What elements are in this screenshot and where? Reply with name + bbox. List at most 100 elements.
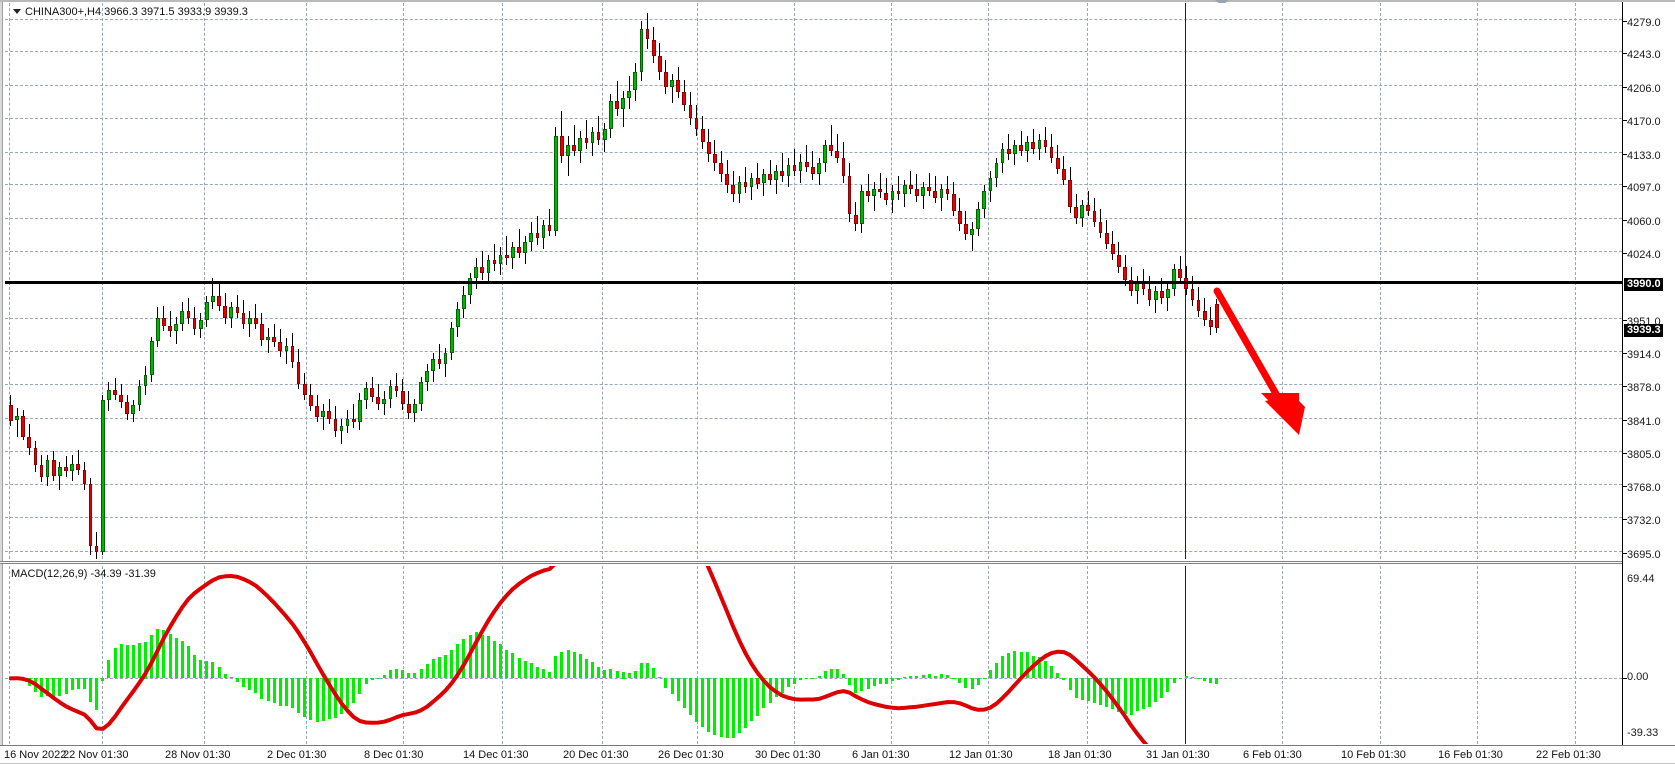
candle-wick: [163, 305, 165, 332]
macd-histogram-bar: [603, 670, 607, 679]
macd-histogram-bar: [180, 640, 184, 679]
grid-line-horizontal: [5, 51, 1622, 53]
time-axis[interactable]: 16 Nov 2022 22 Nov 01:30 28 Nov 01:30 2 Dec…: [0, 745, 1675, 764]
candle-bullish: [1153, 291, 1158, 301]
price-tick-mark: [1623, 319, 1627, 321]
macd-histogram-bar: [713, 678, 717, 735]
price-tick-mark: [1623, 53, 1627, 55]
macd-histogram-bar: [1013, 651, 1017, 679]
macd-histogram-bar: [186, 646, 190, 679]
time-axis-label: 30 Dec 01:30: [755, 749, 821, 761]
chart-menu-caret-icon[interactable]: [13, 8, 21, 14]
candle-bullish: [976, 209, 980, 230]
macd-histogram-bar: [964, 678, 968, 688]
macd-histogram-bar: [848, 678, 852, 685]
macd-histogram-bar: [1111, 678, 1115, 710]
candle-bearish: [964, 223, 968, 235]
macd-histogram-bar: [768, 678, 772, 704]
macd-histogram-bar: [321, 678, 325, 721]
candle-wick: [567, 136, 569, 177]
macd-histogram-bar: [64, 678, 68, 695]
candle-bullish: [786, 165, 791, 177]
macd-histogram-bar: [725, 678, 729, 739]
macd-histogram-bar: [1148, 678, 1152, 707]
price-tick-mark: [1623, 252, 1627, 254]
macd-histogram-bar: [1190, 676, 1194, 679]
candle-bullish: [921, 187, 925, 197]
macd-histogram-bar: [707, 678, 711, 732]
candle-wick: [481, 250, 483, 281]
macd-histogram-bar: [1129, 678, 1133, 715]
candle-bullish: [1000, 148, 1005, 164]
candle-bullish: [994, 163, 999, 178]
grid-line-vertical: [403, 566, 404, 744]
macd-histogram-bar: [499, 644, 503, 679]
candle-wick: [769, 159, 771, 186]
price-tick-mark: [1623, 20, 1627, 22]
candle-bullish: [131, 405, 136, 415]
pane-separator[interactable]: [0, 561, 1622, 564]
price-level-line[interactable]: [5, 280, 1622, 284]
candle-bearish: [1110, 243, 1115, 255]
price-scale[interactable]: 4279.0 4243.0 4206.0 4170.0 4133.0 4097.0 4060…: [1622, 2, 1675, 745]
candle-wick: [947, 176, 948, 200]
macd-histogram-bar: [1044, 660, 1047, 679]
macd-histogram-bar: [82, 678, 86, 690]
macd-histogram-bar: [670, 678, 674, 694]
symbol-ohlc-text: CHINA300+,H4 3966.3 3971.5 3933.9 3939.3: [25, 6, 248, 18]
candle-bearish: [492, 260, 497, 264]
candle-wick: [622, 90, 624, 127]
price-pane[interactable]: CHINA300+,H4 3966.3 3971.5 3933.9 3939.3: [5, 3, 1622, 559]
macd-histogram-bar: [578, 653, 582, 679]
macd-histogram-bar: [890, 678, 894, 682]
candle-bullish: [413, 404, 417, 414]
macd-histogram-bar: [560, 652, 564, 679]
macd-histogram-bar: [835, 669, 839, 679]
macd-histogram-bar: [229, 677, 233, 679]
grid-line-horizontal: [5, 18, 1622, 20]
macd-histogram-bar: [817, 675, 821, 679]
candle-bullish: [859, 190, 864, 224]
candle-bearish: [768, 174, 772, 180]
macd-histogram-bar: [823, 670, 827, 679]
candle-bearish: [664, 72, 668, 87]
macd-histogram-bar: [358, 678, 362, 695]
price-tick-label: 4060.0: [1627, 216, 1661, 229]
candle-bearish: [186, 311, 191, 319]
macd-histogram-bar: [89, 678, 92, 703]
macd-pane[interactable]: MACD(12,26,9) -34.39 -31.39: [5, 566, 1622, 744]
candle-bullish: [468, 278, 472, 295]
candle-bearish: [572, 145, 576, 151]
macd-histogram-bar: [1123, 678, 1127, 714]
macd-histogram-bar: [633, 671, 637, 679]
price-tick-mark: [1623, 386, 1627, 387]
candle-bearish: [253, 318, 258, 324]
macd-tick-mark: [1623, 678, 1627, 680]
time-axis-label: 28 Nov 01:30: [165, 749, 231, 761]
candle-bullish: [1037, 139, 1042, 149]
candle-wick: [910, 170, 912, 195]
macd-histogram-bar: [266, 678, 270, 702]
macd-histogram-bar: [1215, 678, 1219, 684]
candle-bearish: [327, 411, 332, 419]
vertical-scroll-strip[interactable]: [0, 2, 3, 745]
candle-bearish: [731, 185, 736, 195]
candle-bearish: [945, 188, 950, 195]
candle-bearish: [615, 101, 619, 109]
candle-wick: [212, 278, 214, 310]
window-top-border: [0, 0, 1675, 2]
macd-histogram-bar: [58, 678, 62, 696]
candle-bullish: [578, 137, 583, 151]
candle-wick: [114, 377, 116, 401]
candle-wick: [745, 167, 746, 193]
candle-wick: [169, 311, 171, 337]
macd-histogram-bar: [884, 678, 888, 685]
grid-line-vertical: [1185, 566, 1186, 744]
candle-wick: [898, 176, 900, 200]
grid-line-vertical: [891, 566, 892, 744]
macd-histogram-bar: [309, 678, 313, 721]
candle-bearish: [1147, 289, 1152, 301]
candle-bearish: [315, 405, 319, 417]
price-tick-label: 3732.0: [1627, 515, 1661, 528]
